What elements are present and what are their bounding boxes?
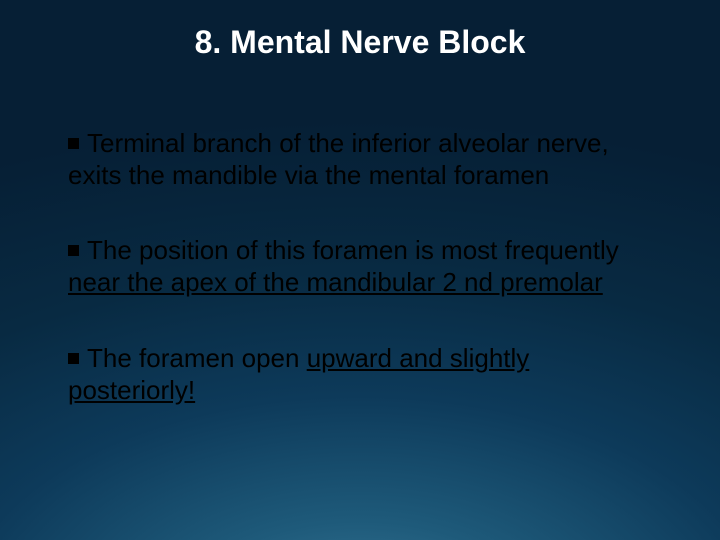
- bullet-item: The foramen open upward and slightly pos…: [68, 343, 648, 406]
- bullet-text-pre: The foramen open: [87, 343, 307, 373]
- bullet-text-pre: Terminal branch of the inferior alveolar…: [68, 128, 609, 190]
- slide-content: Terminal branch of the inferior alveolar…: [68, 128, 648, 450]
- slide-title: 8. Mental Nerve Block: [0, 24, 720, 61]
- bullet-item: The position of this foramen is most fre…: [68, 235, 648, 298]
- bullet-text-pre: The position of this foramen is most fre…: [87, 235, 619, 265]
- bullet-text-underline: near the apex of the mandibular 2 nd pre…: [68, 267, 603, 297]
- square-bullet-icon: [68, 353, 79, 364]
- square-bullet-icon: [68, 138, 79, 149]
- square-bullet-icon: [68, 245, 79, 256]
- bullet-item: Terminal branch of the inferior alveolar…: [68, 128, 648, 191]
